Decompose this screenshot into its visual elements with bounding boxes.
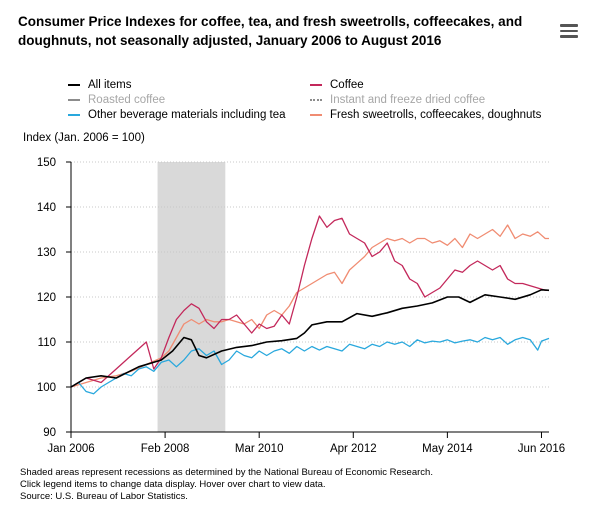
menu-bar [560, 35, 578, 38]
legend-label: Fresh sweetrolls, coffeecakes, doughnuts [330, 108, 542, 121]
note-instructions: Click legend items to change data displa… [20, 479, 326, 490]
legend-item-all-items[interactable]: All items [68, 77, 131, 92]
other-beverages-line [70, 336, 550, 395]
y-tick-label: 140 [37, 202, 56, 214]
y-tick-label: 100 [37, 382, 56, 394]
sweetrolls-line [70, 224, 549, 388]
note-source: Source: U.S. Bureau of Labor Statistics. [20, 491, 188, 502]
legend-label: Instant and freeze dried coffee [330, 93, 486, 106]
menu-bar [560, 29, 578, 33]
legend-label: All items [88, 78, 132, 91]
coffee-line [70, 215, 549, 388]
x-tick-label: Feb 2008 [141, 443, 190, 455]
legend-item-coffee[interactable]: Coffee [310, 77, 364, 92]
y-tick-label: 130 [37, 247, 56, 259]
y-axis-title: Index (Jan. 2006 = 100) [23, 132, 145, 144]
legend-label: Coffee [330, 78, 364, 91]
note-recession: Shaded areas represent recessions as det… [20, 467, 433, 478]
legend-label: Other beverage materials including tea [88, 108, 286, 121]
y-tick-label: 110 [38, 337, 56, 349]
line-chart[interactable]: Index (Jan. 2006 = 100) 90 100 110 120 130 14… [0, 0, 613, 465]
x-tick-label: Apr 2012 [330, 443, 377, 455]
legend-item-sweetrolls[interactable]: Fresh sweetrolls, coffeecakes, doughnuts [310, 107, 541, 122]
x-tick-label: Jan 2006 [47, 443, 94, 455]
hamburger-menu-icon[interactable] [560, 24, 578, 38]
y-tick-label: 150 [37, 157, 56, 169]
menu-bar [560, 24, 578, 27]
legend-item-roasted-coffee[interactable]: Roasted coffee [68, 92, 165, 107]
legend-swatch [68, 83, 80, 86]
legend-item-instant-coffee[interactable]: Instant and freeze dried coffee [310, 92, 485, 107]
legend-swatch [310, 113, 322, 116]
legend-swatch [68, 98, 80, 101]
y-tick-label: 120 [37, 292, 56, 304]
legend-swatch [310, 83, 322, 86]
legend-swatch [68, 113, 80, 116]
x-tick-label: Mar 2010 [235, 443, 284, 455]
chart-notes: Shaded areas represent recessions as det… [20, 467, 433, 503]
legend-label: Roasted coffee [88, 93, 166, 106]
x-tick-label: May 2014 [422, 443, 473, 455]
all-items-line [70, 289, 550, 388]
chart-title: Consumer Price Indexes for coffee, tea, … [18, 14, 523, 48]
x-tick-label: Jun 2016 [518, 443, 565, 455]
legend-swatch [310, 98, 322, 101]
legend-item-other-beverages[interactable]: Other beverage materials including tea [68, 107, 286, 122]
y-tick-label: 90 [43, 427, 56, 439]
